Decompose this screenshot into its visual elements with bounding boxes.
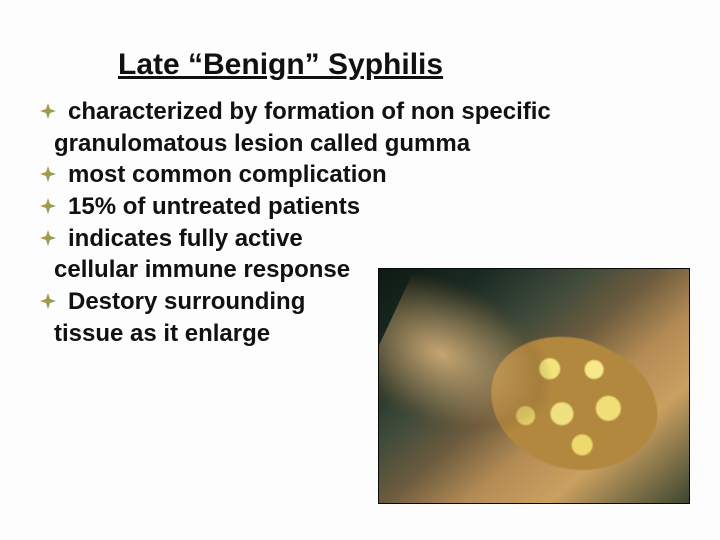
bullet-text: most common complication — [68, 161, 387, 188]
bullet-text: characterized by formation of non specif… — [68, 98, 551, 125]
bullet-text: Destory surrounding — [68, 288, 305, 315]
diamond-bullet-icon — [40, 103, 56, 119]
diamond-bullet-icon — [40, 198, 56, 214]
bullet-text: 15% of untreated patients — [68, 193, 360, 220]
bullet-text: tissue as it enlarge — [54, 320, 270, 347]
bullet-item: indicates fully active — [40, 223, 690, 255]
diamond-bullet-icon — [40, 166, 56, 182]
slide-content: characterized by formation of non specif… — [30, 96, 690, 349]
diamond-bullet-icon — [40, 293, 56, 309]
bullet-text: indicates fully active — [68, 225, 303, 252]
bullet-text: granulomatous lesion called gumma — [54, 130, 470, 157]
bullet-item-continuation: granulomatous lesion called gumma — [40, 128, 690, 160]
slide-title: Late “Benign” Syphilis — [118, 48, 690, 82]
diamond-bullet-icon — [40, 230, 56, 246]
bullet-text: cellular immune response — [54, 256, 350, 283]
bullet-item: 15% of untreated patients — [40, 191, 690, 223]
bullet-item: characterized by formation of non specif… — [40, 96, 690, 128]
bullet-item: most common complication — [40, 159, 690, 191]
clinical-photo — [378, 268, 690, 504]
slide: Late “Benign” Syphilis characterized by … — [0, 0, 720, 540]
